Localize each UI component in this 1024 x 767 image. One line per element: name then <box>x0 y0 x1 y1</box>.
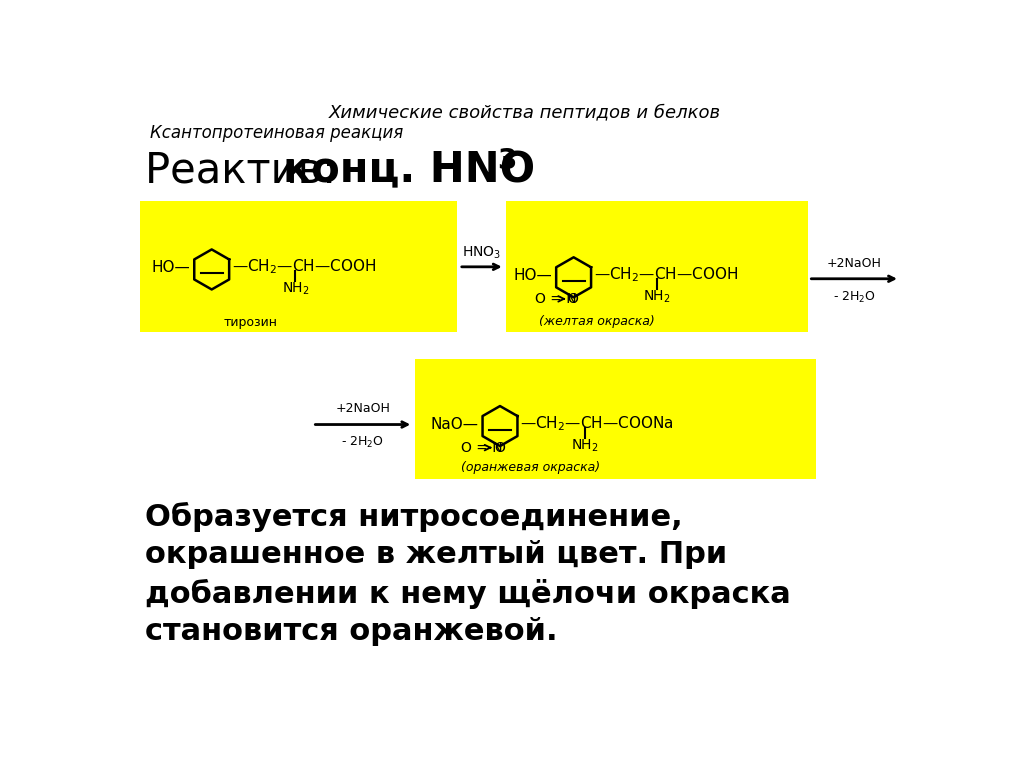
Text: O: O <box>494 440 505 455</box>
Text: - 2H$_2$O: - 2H$_2$O <box>833 290 876 304</box>
Bar <box>415 359 816 479</box>
Text: O: O <box>567 292 579 306</box>
Bar <box>506 202 809 332</box>
Text: конц. HNO: конц. HNO <box>283 150 536 192</box>
Text: (желтая окраска): (желтая окраска) <box>539 314 654 328</box>
Text: HO—: HO— <box>152 261 190 275</box>
Text: —CH$_2$—CH—COOH: —CH$_2$—CH—COOH <box>594 265 737 285</box>
Text: Реактив:: Реактив: <box>145 150 349 192</box>
Text: становится оранжевой.: становится оранжевой. <box>145 617 558 646</box>
Text: HO—: HO— <box>513 268 552 283</box>
Text: тирозин: тирозин <box>223 316 278 329</box>
Text: NH$_2$: NH$_2$ <box>643 289 671 305</box>
Text: Химические свойства пептидов и белков: Химические свойства пептидов и белков <box>329 104 721 122</box>
Text: O = N: O = N <box>461 440 503 455</box>
Bar <box>139 202 458 332</box>
Text: Ксантопротеиновая реакция: Ксантопротеиновая реакция <box>150 123 403 142</box>
Text: 3: 3 <box>497 146 516 175</box>
Bar <box>809 232 900 317</box>
Text: добавлении к нему щёлочи окраска: добавлении к нему щёлочи окраска <box>145 578 791 609</box>
Text: NH$_2$: NH$_2$ <box>571 438 599 454</box>
Text: (оранжевая окраска): (оранжевая окраска) <box>462 461 600 474</box>
Text: —CH$_2$—CH—COONa: —CH$_2$—CH—COONa <box>520 414 674 433</box>
Text: Образуется нитросоединение,: Образуется нитросоединение, <box>145 502 683 532</box>
Bar <box>312 378 414 467</box>
Text: NaO—: NaO— <box>430 417 478 432</box>
Text: +2NaOH: +2NaOH <box>826 256 882 269</box>
Text: +2NaOH: +2NaOH <box>336 402 390 415</box>
Text: HNO$_3$: HNO$_3$ <box>462 244 502 261</box>
Text: окрашенное в желтый цвет. При: окрашенное в желтый цвет. При <box>145 540 727 569</box>
Text: - 2H$_2$O: - 2H$_2$O <box>341 436 384 450</box>
Text: O = N: O = N <box>535 292 577 306</box>
Text: —CH$_2$—CH—COOH: —CH$_2$—CH—COOH <box>231 258 376 276</box>
Text: NH$_2$: NH$_2$ <box>282 281 309 298</box>
